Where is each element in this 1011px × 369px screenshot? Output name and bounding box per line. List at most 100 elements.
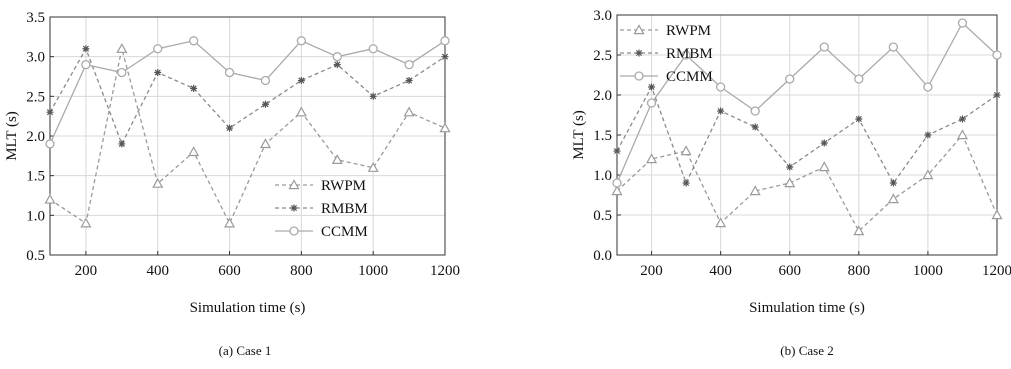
data-point-ccmm <box>368 44 378 54</box>
data-point-rmbm <box>441 53 449 61</box>
data-point-ccmm <box>224 67 235 78</box>
y-tick-label: 0.0 <box>593 248 612 264</box>
data-point-ccmm <box>45 139 55 149</box>
data-point-rmbm <box>889 179 897 187</box>
data-point-rmbm <box>333 61 341 69</box>
y-tick-label: 3.5 <box>26 10 45 26</box>
data-point-rwpm <box>715 217 727 228</box>
data-point-rwpm <box>331 154 343 164</box>
data-point-ccmm <box>440 36 450 46</box>
legend-marker <box>633 24 645 35</box>
data-point-rmbm <box>648 83 656 91</box>
data-point-rmbm <box>82 45 90 53</box>
data-point-ccmm <box>404 59 414 70</box>
chart-caption: (a) Case 1 <box>219 343 272 358</box>
data-point-rmbm <box>613 147 621 155</box>
x-tick-label: 200 <box>75 263 98 279</box>
data-point-ccmm <box>681 50 691 60</box>
data-point-rmbm <box>958 115 966 123</box>
data-point-rmbm <box>118 140 126 148</box>
y-tick-label: 2.0 <box>26 129 45 145</box>
data-point-rmbm <box>154 69 162 77</box>
data-point-ccmm <box>854 74 864 84</box>
data-point-rwpm <box>259 138 271 149</box>
data-point-rmbm <box>751 123 759 131</box>
data-point-rmbm <box>261 100 269 108</box>
legend: RWPM RMBM CCMM <box>275 178 368 240</box>
y-tick-label: 3.0 <box>26 50 45 66</box>
data-point-rwpm <box>367 161 379 172</box>
data-point-rwpm <box>680 145 692 156</box>
data-point-rmbm <box>190 84 198 92</box>
data-point-rwpm <box>784 177 796 188</box>
data-point-rwpm <box>439 122 451 133</box>
chart-panel-1: 0.5 1.0 1.5 2.0 2.5 3.0 3.5 200 400 600 800 1000 120… <box>4 10 460 358</box>
data-point-rwpm <box>853 225 865 236</box>
data-point-rmbm <box>924 131 932 139</box>
data-point-rmbm <box>993 91 1001 99</box>
data-point-rmbm <box>682 179 690 187</box>
x-tick-label: 400 <box>146 263 169 279</box>
data-point-ccmm <box>785 74 795 84</box>
data-point-rmbm <box>717 107 725 115</box>
x-axis-label: Simulation time (s) <box>749 300 865 316</box>
chart-panel-2: 0.0 0.5 1.0 1.5 2.0 2.5 3.0 200 400 600 800 1000 120… <box>571 8 1011 358</box>
x-tick-label: 800 <box>290 263 313 279</box>
data-point-rmbm <box>405 76 413 84</box>
x-tick-label: 800 <box>848 263 871 279</box>
data-point-ccmm <box>992 50 1002 60</box>
series-line-rwpm <box>616 133 998 233</box>
series-line-rwpm <box>49 48 446 225</box>
data-point-rwpm <box>152 177 164 188</box>
y-tick-label: 0.5 <box>26 248 45 264</box>
data-point-rwpm <box>818 161 830 172</box>
data-point-ccmm <box>188 36 199 46</box>
legend-marker <box>290 204 298 212</box>
data-point-ccmm <box>81 59 91 70</box>
y-tick-label: 1.0 <box>593 168 612 184</box>
y-tick-label: 2.0 <box>593 88 612 104</box>
data-point-rmbm <box>46 108 54 116</box>
y-tick-label: 2.5 <box>26 89 45 105</box>
x-tick-label: 600 <box>218 263 241 279</box>
data-point-ccmm <box>260 75 271 86</box>
data-point-rwpm <box>611 185 623 196</box>
series-line-rmbm <box>49 47 446 146</box>
series-line-ccmm <box>616 21 998 184</box>
data-point-rwpm <box>956 129 968 140</box>
y-tick-label: 1.0 <box>26 208 45 224</box>
y-tick-label: 2.5 <box>593 48 612 64</box>
data-point-rmbm <box>855 115 863 123</box>
data-point-rmbm <box>786 163 794 171</box>
legend-label: RWPM <box>666 23 711 39</box>
x-tick-label: 600 <box>778 263 801 279</box>
y-axis-label: MLT (s) <box>571 110 587 160</box>
data-point-rmbm <box>820 139 828 147</box>
x-tick-label: 1200 <box>430 263 460 279</box>
data-point-ccmm <box>612 178 622 188</box>
legend-marker <box>288 179 300 190</box>
legend-label: RWPM <box>321 178 366 194</box>
data-point-rwpm <box>922 169 934 180</box>
data-point-ccmm <box>332 52 342 62</box>
data-point-rwpm <box>991 209 1003 220</box>
x-axis-label: Simulation time (s) <box>190 300 306 316</box>
y-axis-label: MLT (s) <box>4 111 20 161</box>
legend-label: CCMM <box>321 224 368 240</box>
x-tick-label: 1200 <box>982 263 1011 279</box>
legend-label: RMBM <box>666 46 713 62</box>
data-point-ccmm <box>750 106 760 116</box>
legend-marker <box>289 226 299 236</box>
data-point-ccmm <box>819 42 829 52</box>
series-line-rmbm <box>616 85 998 185</box>
y-tick-label: 1.5 <box>26 169 45 185</box>
legend-label: RMBM <box>321 201 368 217</box>
x-tick-label: 400 <box>709 263 732 279</box>
series-line-ccmm <box>49 40 446 145</box>
chart-caption: (b) Case 2 <box>780 343 833 358</box>
data-point-ccmm <box>296 36 307 46</box>
legend: RWPM RMBM CCMM <box>620 23 713 85</box>
legend-marker <box>635 49 643 57</box>
data-point-rwpm <box>646 153 658 164</box>
